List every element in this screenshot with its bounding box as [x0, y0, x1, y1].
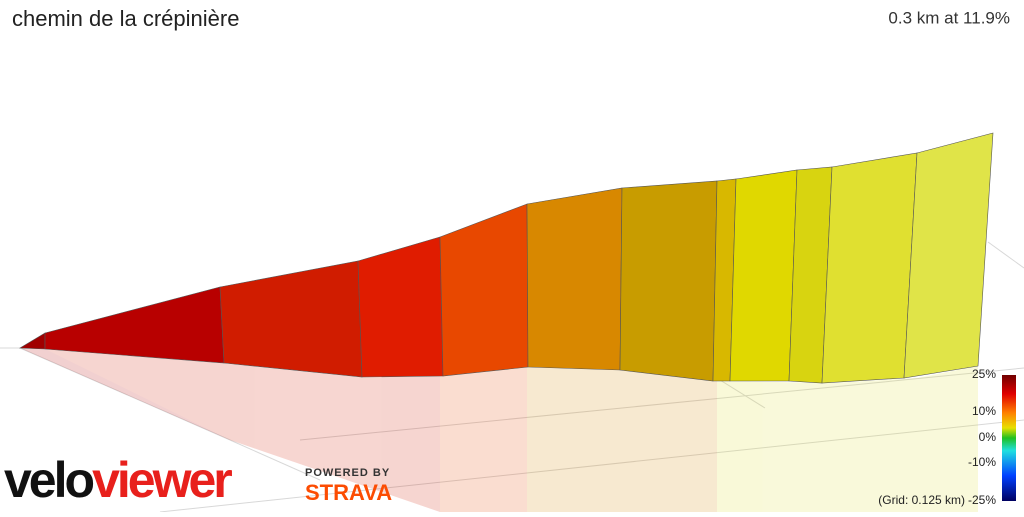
- grid: [0, 241, 1024, 513]
- legend-label: 0%: [979, 430, 997, 444]
- legend-label: -25%: [968, 493, 996, 507]
- profile-faces: [18, 132, 994, 384]
- reflection: [20, 348, 978, 512]
- legend-label: -10%: [968, 455, 996, 469]
- legend-label: 25%: [972, 367, 996, 381]
- grid-note: (Grid: 0.125 km): [878, 493, 965, 507]
- logo-part: velo: [4, 452, 94, 508]
- logo: veloviewer: [4, 452, 232, 508]
- legend-label: 10%: [972, 404, 996, 418]
- powered-by: POWERED BY: [305, 467, 390, 479]
- color-bar: [1002, 375, 1016, 501]
- segment-stats: 0.3 km at 11.9%: [888, 8, 1010, 27]
- logo-part: viewer: [92, 452, 232, 508]
- partner-logo: STRAVA: [305, 480, 392, 505]
- segment-title: chemin de la crépinière: [12, 6, 239, 31]
